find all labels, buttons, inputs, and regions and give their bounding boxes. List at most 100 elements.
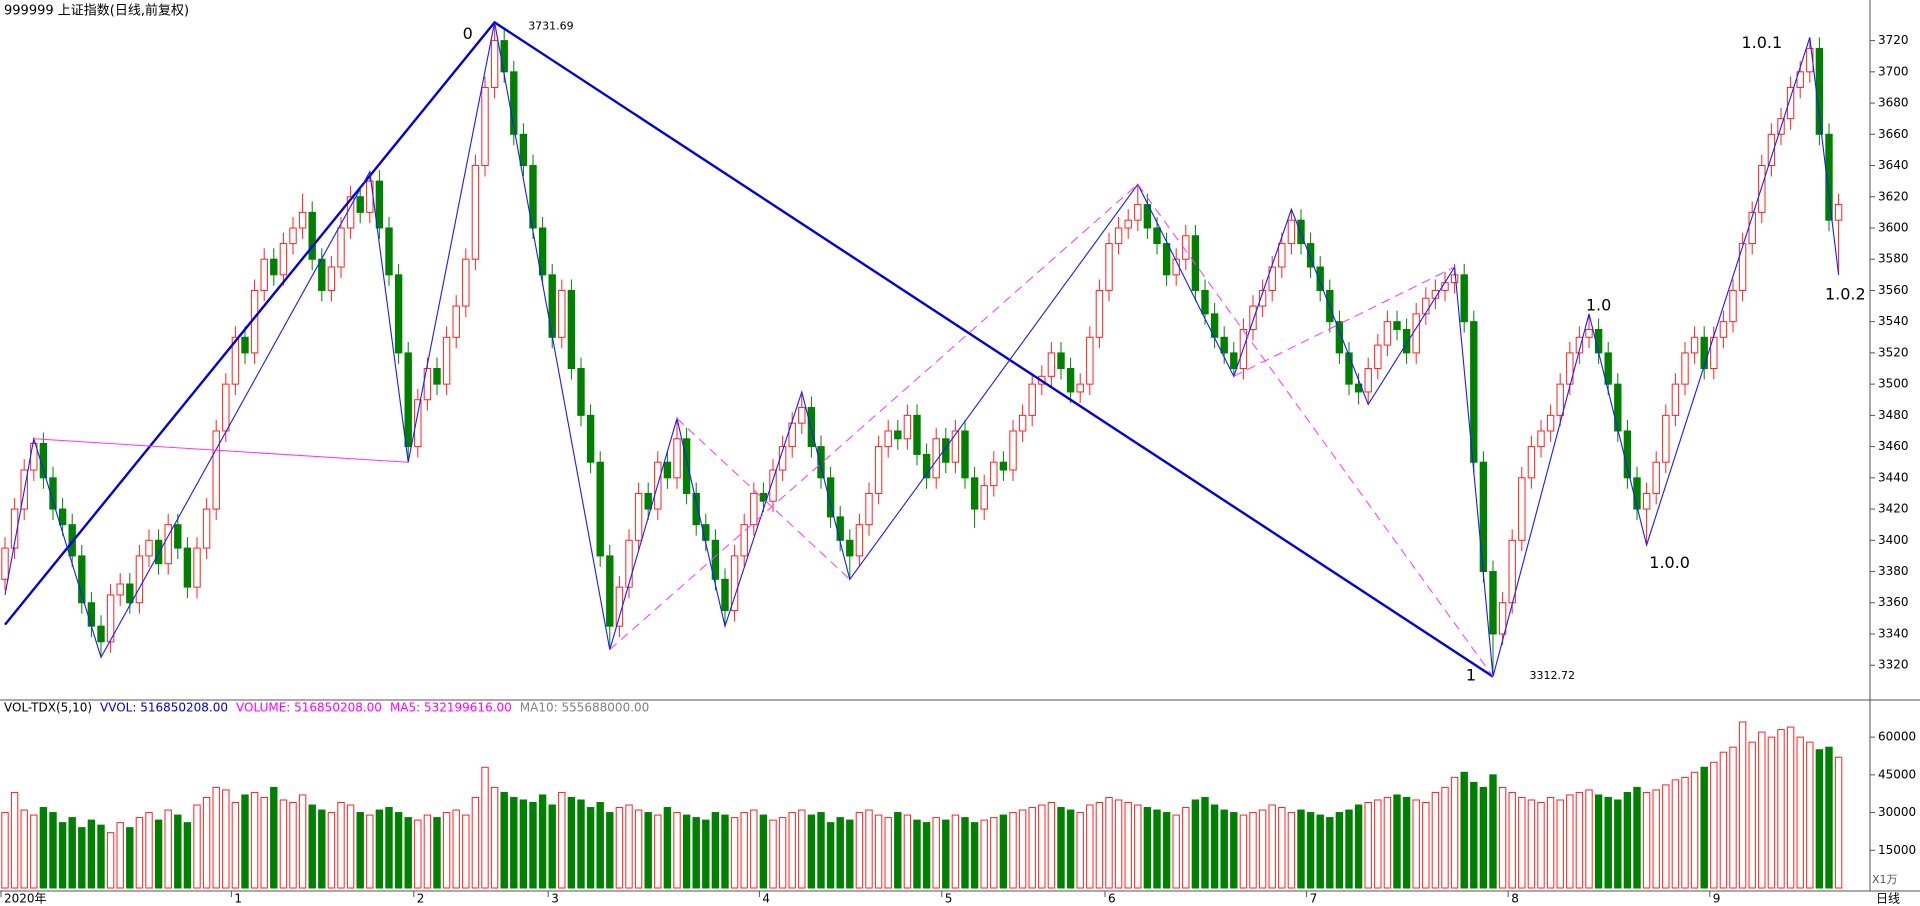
volume-bar xyxy=(1335,812,1344,889)
volume-bar xyxy=(1018,809,1027,889)
candle-body xyxy=(663,461,672,479)
y-tick-label: 3620 xyxy=(1878,189,1909,203)
volume-bar xyxy=(1594,794,1603,889)
volume-bar xyxy=(1498,786,1507,889)
candle-body xyxy=(241,336,249,354)
volume-bar xyxy=(1162,812,1171,889)
volume-bar xyxy=(154,819,163,889)
candle-body xyxy=(606,555,614,627)
y-tick-label: 3560 xyxy=(1878,283,1909,297)
volume-bar xyxy=(1066,809,1075,889)
volume-bar xyxy=(1441,786,1449,889)
candle-body xyxy=(1182,235,1190,260)
candle-body xyxy=(1767,133,1776,167)
annotation: 1.0.1 xyxy=(1741,33,1782,52)
candle-body xyxy=(1623,430,1632,479)
candle-body xyxy=(1297,219,1305,245)
candle-body xyxy=(1287,219,1296,245)
candle-body xyxy=(702,524,710,541)
candle-body xyxy=(164,524,172,565)
volume-bar xyxy=(1604,796,1612,889)
candle-body xyxy=(740,524,748,557)
volume-bar xyxy=(116,822,124,889)
volume-bar xyxy=(1575,791,1584,889)
volume-bar xyxy=(1719,751,1728,889)
volume-bar xyxy=(922,822,931,889)
candle-body xyxy=(318,258,326,291)
candle-body xyxy=(471,165,480,260)
volume-bar xyxy=(1825,746,1833,889)
volume-bar xyxy=(202,796,211,889)
candle-body xyxy=(836,516,844,541)
volume-bar xyxy=(1393,794,1401,889)
candle-body xyxy=(1124,219,1132,229)
volume-bar xyxy=(548,804,556,889)
annotation: 3312.72 xyxy=(1529,669,1575,682)
volume-bar xyxy=(1095,802,1104,889)
candle-body xyxy=(135,555,144,604)
candle-body xyxy=(1489,571,1497,635)
volume-bar xyxy=(1105,796,1113,889)
candle-body xyxy=(154,539,163,565)
candle-body xyxy=(673,438,681,479)
volume-bar xyxy=(577,799,585,889)
volume-bar xyxy=(1230,812,1238,889)
candle-body xyxy=(1153,227,1161,245)
candle-body xyxy=(1009,430,1017,471)
volume-bar xyxy=(1258,809,1267,889)
volume-bar xyxy=(903,814,912,889)
volume-bar xyxy=(126,827,134,889)
candle-body xyxy=(490,40,499,88)
candle-body xyxy=(270,258,278,276)
volume-bar xyxy=(58,822,67,889)
volume-unit: X1万 xyxy=(1872,873,1898,886)
candle-body xyxy=(174,524,182,549)
volume-bar xyxy=(510,796,518,889)
candle-body xyxy=(1201,289,1209,315)
volume-bar xyxy=(212,786,220,889)
volume-bar xyxy=(97,824,105,889)
candle-body xyxy=(116,583,124,596)
candle-body xyxy=(884,430,892,448)
candle-body xyxy=(452,305,460,338)
volume-bar xyxy=(471,796,480,889)
volume-bar xyxy=(39,807,48,889)
candle-body xyxy=(826,477,835,518)
candle-body xyxy=(730,555,739,612)
volume-bar xyxy=(1182,807,1190,889)
candle-body xyxy=(1729,289,1737,323)
candle-body xyxy=(913,414,921,455)
candle-body xyxy=(97,625,105,643)
candle-body xyxy=(1134,204,1142,221)
volume-bar xyxy=(1489,774,1497,889)
volume-bar xyxy=(1642,791,1651,889)
x-tick-label: 8 xyxy=(1511,892,1519,906)
volume-bar xyxy=(682,814,691,889)
volume-bar xyxy=(174,814,182,889)
candle-body xyxy=(922,453,931,479)
volume-header: VVOL: 516850208.00 xyxy=(100,701,228,715)
volume-bar xyxy=(759,814,768,889)
volume-bar xyxy=(807,814,816,889)
candle-body xyxy=(1758,165,1766,213)
volume-bar xyxy=(346,804,355,889)
volume-bar xyxy=(654,814,662,889)
candle-body xyxy=(260,258,268,291)
volume-bar xyxy=(1153,809,1161,889)
candle-body xyxy=(49,477,57,510)
volume-bar xyxy=(798,809,806,889)
volume-bar xyxy=(1518,796,1526,889)
candle-body xyxy=(433,368,441,385)
volume-bar xyxy=(318,809,326,889)
annotation: 3731.69 xyxy=(528,20,574,33)
candle-body xyxy=(1681,352,1689,385)
x-tick-label: 4 xyxy=(762,892,770,906)
wave-line xyxy=(1137,183,1494,677)
volume-bar xyxy=(1239,814,1248,889)
candle-body xyxy=(337,227,345,268)
candle-body xyxy=(1364,368,1372,393)
volume-bar xyxy=(1508,791,1516,889)
volume-bar xyxy=(932,817,940,889)
